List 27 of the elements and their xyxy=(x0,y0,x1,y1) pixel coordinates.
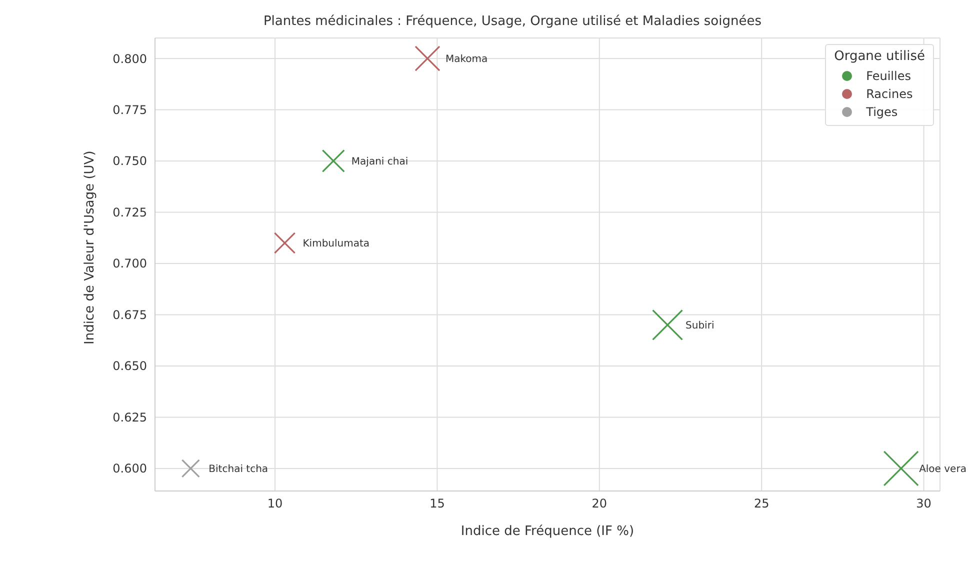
annotation: Subiri xyxy=(686,320,714,332)
x-tick-label: 25 xyxy=(754,496,770,511)
y-tick-label: 0.800 xyxy=(112,52,147,66)
y-tick-label: 0.775 xyxy=(112,103,147,117)
x-tick-label: 10 xyxy=(267,496,283,511)
annotation: Majani chai xyxy=(351,156,408,168)
y-tick-label: 0.725 xyxy=(112,205,147,220)
legend-title: Organe utilisé xyxy=(834,49,925,64)
y-tick-label: 0.625 xyxy=(112,410,147,424)
annotation: Aloe vera xyxy=(919,464,966,475)
y-tick-label: 0.750 xyxy=(112,154,147,168)
chart-title: Plantes médicinales : Fréquence, Usage, Organe utilisé et Maladies soignées xyxy=(262,14,763,29)
y-axis-title: Indice de Valeur d'Usage (UV) xyxy=(82,150,98,344)
y-tick-label: 0.650 xyxy=(112,359,147,374)
x-tick-label: 30 xyxy=(916,496,932,511)
y-tick-label: 0.600 xyxy=(112,462,147,476)
annotation: Bitchai tcha xyxy=(208,464,268,475)
annotation: Makoma xyxy=(445,54,488,66)
legend-label: Feuilles xyxy=(866,68,911,85)
x-axis-title: Indice de Fréquence (IF %) xyxy=(460,524,634,539)
y-tick-label: 0.675 xyxy=(112,308,147,322)
y-tick-label: 0.700 xyxy=(112,256,147,271)
legend-label: Racines xyxy=(866,86,913,103)
legend-label: Tiges xyxy=(866,104,898,121)
annotation: Kimbulumata xyxy=(302,238,370,250)
x-tick-label: 20 xyxy=(592,496,608,511)
x-tick-label: 15 xyxy=(430,496,445,511)
